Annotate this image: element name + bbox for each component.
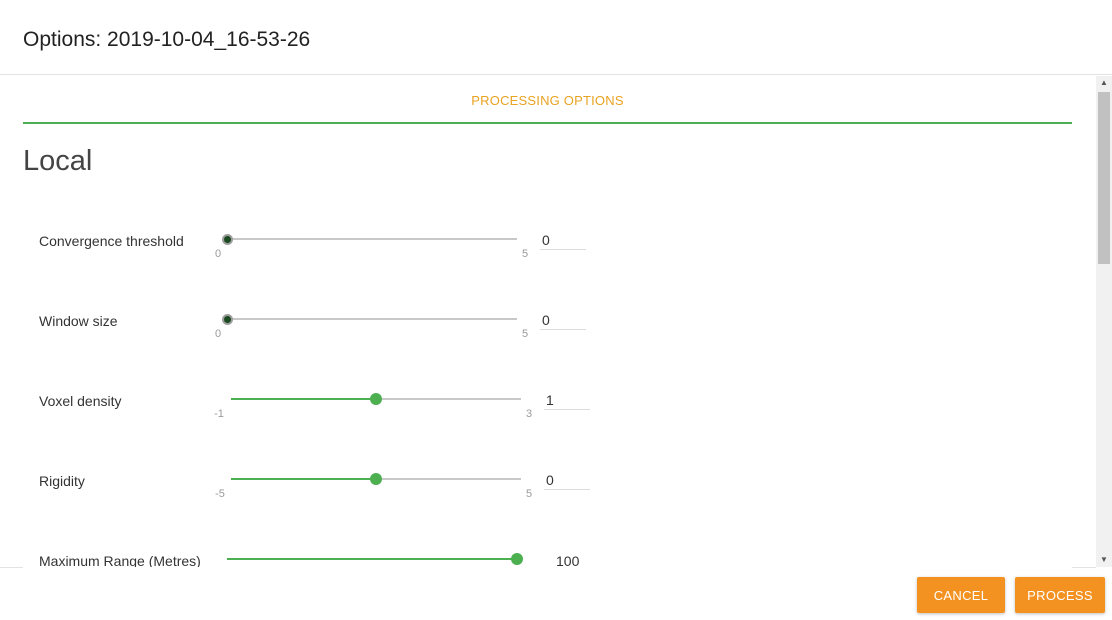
rigidity-slider[interactable] [231, 473, 521, 485]
window-size-row: Window size 0 5 [0, 311, 1096, 363]
convergence-threshold-slider[interactable] [221, 233, 517, 245]
maximum-range-slider[interactable] [227, 553, 523, 565]
maximum-range-label: Maximum Range (Metres) [39, 553, 201, 567]
dialog-header: Options: 2019-10-04_16-53-26 [0, 0, 1112, 75]
section-title: Local [23, 145, 93, 177]
maximum-range-value: 100 [556, 553, 580, 567]
scroll-down-icon[interactable]: ▼ [1100, 555, 1108, 564]
window-size-input[interactable] [540, 311, 586, 330]
scroll-up-icon[interactable]: ▲ [1100, 78, 1108, 87]
slider-min-label: 0 [214, 328, 222, 340]
dialog-body: PROCESSING OPTIONS Local Convergence thr… [0, 76, 1096, 567]
slider-max-label: 5 [525, 488, 533, 500]
slider-thumb[interactable] [511, 553, 523, 565]
slider-fill [231, 478, 376, 480]
slider-fill [227, 558, 517, 560]
rigidity-label: Rigidity [39, 473, 85, 489]
voxel-density-row: Voxel density -1 3 [0, 391, 1096, 443]
maximum-range-row: Maximum Range (Metres) 100 [0, 553, 1096, 567]
slider-max-label: 3 [525, 408, 533, 420]
slider-thumb[interactable] [370, 393, 382, 405]
voxel-density-input[interactable] [544, 391, 590, 410]
tab-processing-options[interactable]: PROCESSING OPTIONS [471, 93, 624, 108]
slider-min-label: -1 [214, 408, 224, 420]
voxel-density-label: Voxel density [39, 393, 122, 409]
slider-thumb[interactable] [370, 473, 382, 485]
voxel-density-slider[interactable] [231, 393, 521, 405]
convergence-threshold-input[interactable] [540, 231, 586, 250]
slider-thumb[interactable] [221, 313, 233, 325]
tab-bar: PROCESSING OPTIONS [23, 76, 1072, 124]
process-button[interactable]: PROCESS [1015, 577, 1105, 613]
convergence-threshold-label: Convergence threshold [39, 233, 184, 249]
window-size-slider[interactable] [221, 313, 517, 325]
cancel-button[interactable]: CANCEL [917, 577, 1005, 613]
slider-max-label: 5 [521, 328, 529, 340]
slider-min-label: -5 [215, 488, 225, 500]
window-size-label: Window size [39, 313, 118, 329]
footer-divider-left [0, 567, 23, 568]
convergence-threshold-row: Convergence threshold 0 5 [0, 231, 1096, 283]
dialog-title: Options: 2019-10-04_16-53-26 [23, 28, 311, 51]
footer-divider-right [1072, 567, 1096, 568]
rigidity-row: Rigidity -5 5 [0, 471, 1096, 523]
slider-max-label: 5 [521, 248, 529, 260]
slider-min-label: 0 [214, 248, 222, 260]
scrollbar-thumb[interactable] [1098, 92, 1110, 264]
slider-thumb[interactable] [221, 233, 233, 245]
slider-fill [231, 398, 376, 400]
rigidity-input[interactable] [544, 471, 590, 490]
vertical-scrollbar[interactable]: ▲ ▼ [1096, 76, 1112, 567]
